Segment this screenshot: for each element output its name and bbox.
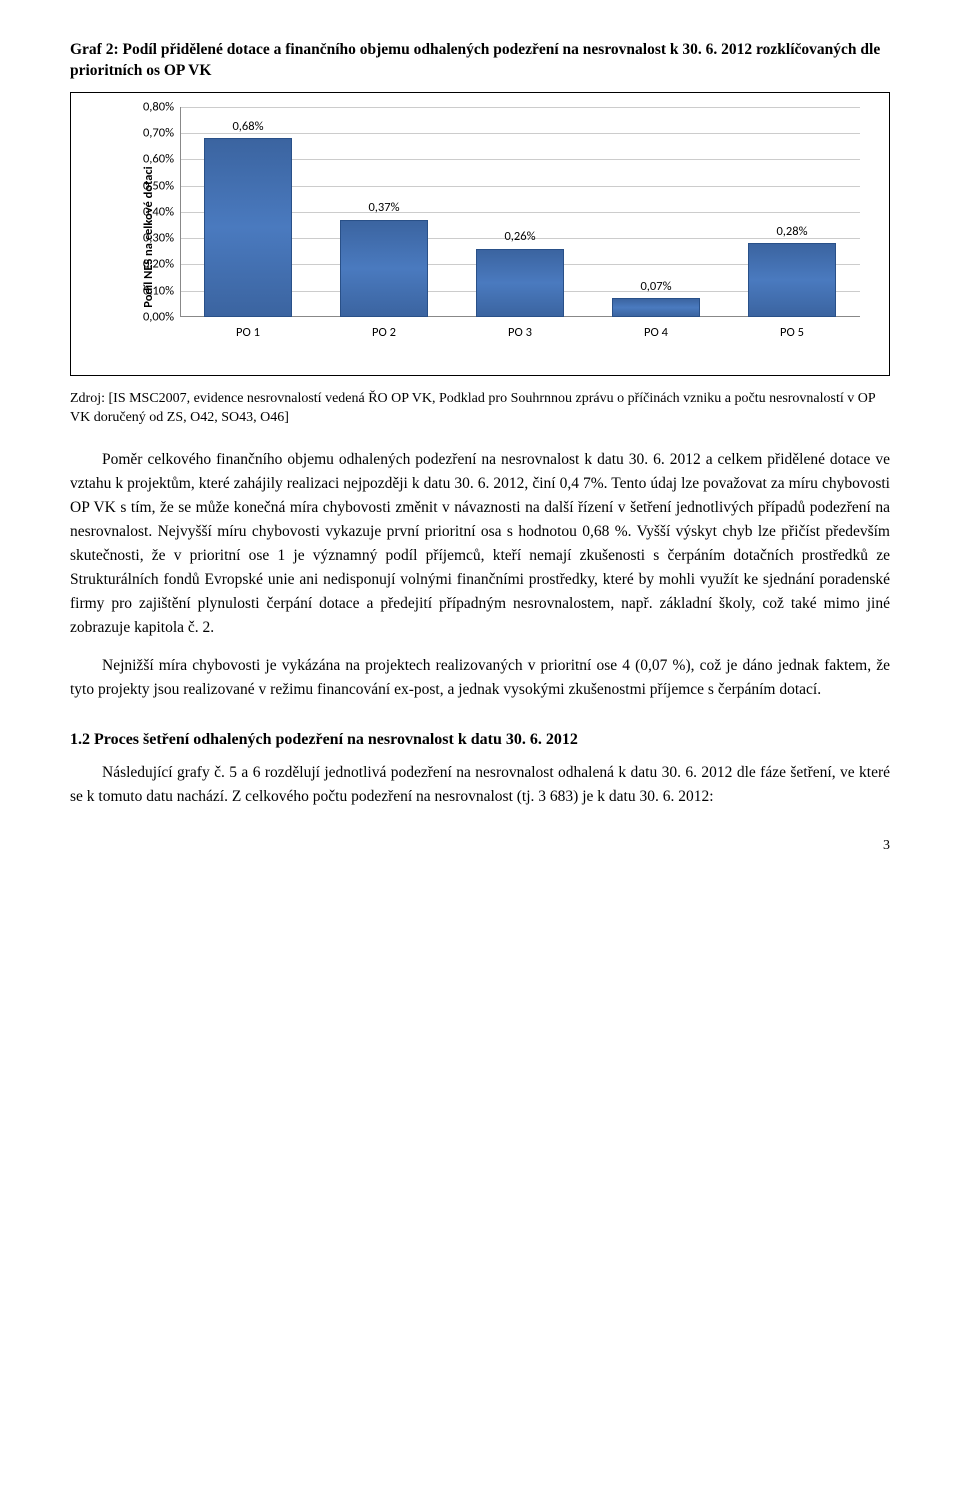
y-tick-label: 0,20% (100, 255, 180, 274)
paragraph-1: Poměr celkového finančního objemu odhale… (70, 448, 890, 640)
x-tick-label: PO 2 (323, 323, 445, 342)
bar-chart: Podíl NES na celkové dotaci 0,00%0,10%0,… (100, 107, 860, 367)
y-tick-label: 0,00% (100, 307, 180, 326)
y-tick-label: 0,40% (100, 202, 180, 221)
paragraph-2: Nejnižší míra chybovosti je vykázána na … (70, 654, 890, 702)
bar-value-label: 0,28% (776, 222, 807, 241)
x-axis: PO 1 PO 2 PO 3 PO 4 PO 5 (180, 323, 860, 342)
bar (612, 298, 700, 316)
source-citation: Zdroj: [IS MSC2007, evidence nesrovnalos… (70, 390, 890, 428)
x-tick-label: PO 5 (731, 323, 853, 342)
chart-title: Graf 2: Podíl přidělené dotace a finančn… (70, 40, 890, 82)
y-tick-label: 0,30% (100, 228, 180, 247)
bar (476, 249, 564, 317)
y-tick-label: 0,60% (100, 150, 180, 169)
bar-slot: 0,37% (323, 107, 445, 317)
y-tick-label: 0,50% (100, 176, 180, 195)
bar-value-label: 0,07% (640, 277, 671, 296)
bar-slot: 0,68% (187, 107, 309, 317)
bar-slot: 0,28% (731, 107, 853, 317)
bar-value-label: 0,68% (232, 117, 263, 136)
bar-value-label: 0,26% (504, 227, 535, 246)
x-tick-label: PO 4 (595, 323, 717, 342)
bar-slot: 0,07% (595, 107, 717, 317)
bar-slot: 0,26% (459, 107, 581, 317)
y-tick-label: 0,10% (100, 281, 180, 300)
y-tick-label: 0,80% (100, 97, 180, 116)
bar (340, 220, 428, 317)
section-heading-1-2: 1.2 Proces šetření odhalených podezření … (70, 728, 890, 753)
page-number: 3 (70, 835, 890, 857)
bar (748, 243, 836, 317)
chart-frame: Podíl NES na celkové dotaci 0,00%0,10%0,… (70, 92, 890, 376)
bar (204, 138, 292, 317)
paragraph-3: Následující grafy č. 5 a 6 rozdělují jed… (70, 761, 890, 809)
x-tick-label: PO 3 (459, 323, 581, 342)
x-tick-label: PO 1 (187, 323, 309, 342)
bars-container: 0,68% 0,37% 0,26% 0,07% 0,28% (180, 107, 860, 317)
y-tick-label: 0,70% (100, 123, 180, 142)
bar-value-label: 0,37% (368, 198, 399, 217)
